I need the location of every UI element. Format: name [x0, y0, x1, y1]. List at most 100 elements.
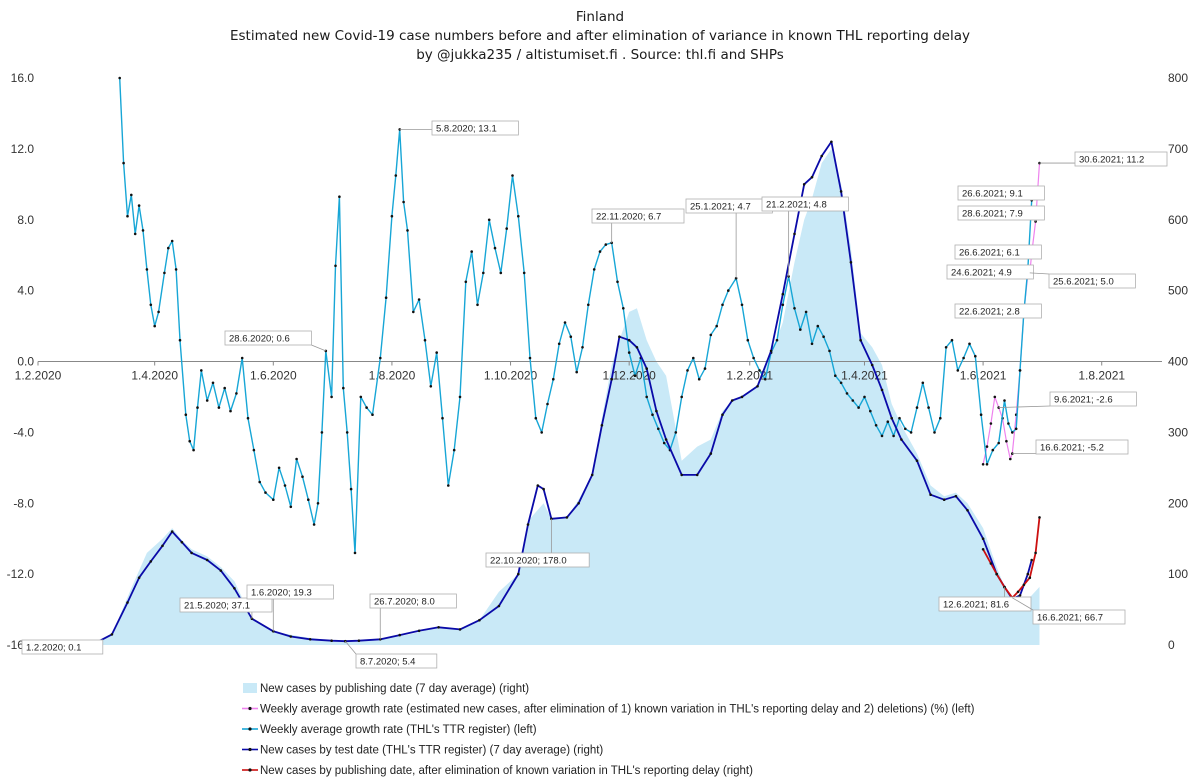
- legend-label: New cases by publishing date (7 day aver…: [260, 683, 529, 695]
- line-test-date-point: [437, 626, 440, 629]
- annotation-label: 21.2.2021; 4.8: [766, 200, 827, 211]
- line-growth-ttr-point: [511, 174, 514, 177]
- line-test-date-point: [810, 175, 814, 179]
- annotations-layer: 1.2.2020; 0.1 21.5.2020; 37.11.6.2020; 19…: [21, 120, 1168, 669]
- line-test-date-point: [839, 190, 843, 193]
- left-tick-label: -12.0: [7, 567, 35, 581]
- line-growth-ttr-point: [345, 431, 349, 434]
- line-growth-ttr-point: [145, 268, 149, 271]
- line-growth-ttr-point: [709, 333, 713, 337]
- line-growth-ttr-point: [799, 328, 802, 331]
- line-growth-ttr-point: [295, 457, 298, 461]
- line-test-date-point: [590, 473, 594, 477]
- line-test-date-point: [1018, 594, 1022, 597]
- line-test-date-point: [577, 502, 580, 505]
- legend-swatch-point: [248, 727, 252, 731]
- annotation-label: 16.6.2021; 66.7: [1037, 613, 1103, 624]
- line-growth-ttr-point: [697, 377, 701, 381]
- line-growth-ttr-point: [398, 128, 402, 131]
- line-test-date-point: [655, 409, 658, 413]
- line-growth-ttr-point: [804, 310, 808, 314]
- line-growth-ttr-point: [196, 406, 199, 409]
- annotation-box: [369, 593, 457, 609]
- right-tick-label: 600: [1168, 213, 1188, 227]
- x-tick-label: 1.2.2020: [15, 369, 62, 383]
- legend-label: New cases by test date (THL's TTR regist…: [260, 745, 603, 757]
- line-growth-ttr-point: [880, 434, 884, 438]
- line-growth-ttr-point: [240, 356, 244, 360]
- line-growth-ttr-point: [188, 439, 191, 443]
- annotation-leader: [311, 344, 326, 352]
- line-growth-ttr-point: [915, 406, 919, 409]
- legend-label: Weekly average growth rate (THL's TTR re…: [260, 724, 537, 736]
- line-growth-ttr-point: [997, 441, 1000, 445]
- line-growth-ttr-point: [371, 413, 374, 417]
- line-test-date-point: [536, 484, 540, 487]
- line-test-date-point: [110, 633, 114, 636]
- line-publishing-adjusted-point: [989, 562, 993, 565]
- annotation-label: 25.6.2021; 5.0: [1053, 277, 1114, 288]
- line-test-date-point: [219, 569, 223, 572]
- line-growth-ttr-point: [390, 214, 394, 218]
- line-test-date-point: [900, 438, 903, 441]
- line-growth-ttr-point: [289, 505, 293, 509]
- line-growth-ttr-point: [174, 268, 178, 271]
- line-growth-ttr-point: [330, 395, 333, 399]
- right-tick-label: 800: [1168, 71, 1188, 85]
- annotation-label: 30.6.2021; 11.2: [1079, 155, 1144, 166]
- line-test-date-point: [680, 473, 683, 477]
- annotation-label: 21.5.2020; 37.1: [184, 601, 250, 612]
- annotation-box: [957, 205, 1045, 221]
- line-test-date-point: [781, 292, 785, 296]
- line-test-date-point: [635, 346, 639, 349]
- annotation-label: 28.6.2021; 7.9: [962, 209, 1023, 220]
- line-growth-ttr-point: [272, 498, 275, 502]
- left-tick-label: 4.0: [17, 284, 34, 298]
- line-test-date-point: [981, 537, 985, 540]
- right-tick-label: 700: [1168, 142, 1188, 156]
- line-growth-ttr-point: [349, 487, 353, 491]
- line-growth-ttr-point: [487, 218, 491, 222]
- legend: New cases by publishing date (7 day aver…: [242, 683, 975, 777]
- line-growth-ttr-point: [133, 232, 137, 236]
- line-growth-ttr-point: [205, 399, 209, 402]
- annotation-label: 16.6.2021; -5.2: [1040, 443, 1104, 454]
- right-tick-label: 200: [1168, 496, 1188, 510]
- line-growth-ttr-point: [692, 356, 695, 360]
- line-test-date-point: [308, 638, 312, 641]
- line-test-date-point: [417, 629, 421, 633]
- line-growth-ttr-point: [417, 298, 421, 301]
- line-test-date-point: [664, 438, 668, 441]
- line-growth-ttr-point: [892, 434, 895, 438]
- line-test-date-point: [756, 385, 759, 388]
- line-publishing-adjusted: [982, 517, 1041, 599]
- line-growth-ttr-point: [476, 303, 479, 307]
- line-test-date-point: [849, 261, 853, 264]
- line-growth-ttr-point: [307, 498, 310, 502]
- line-test-date-point: [137, 576, 141, 579]
- line-growth-ttr-point: [962, 356, 965, 360]
- line-growth-ttr-point: [235, 392, 238, 395]
- line-test-date-point: [170, 530, 174, 533]
- line-test-date-point: [398, 633, 402, 637]
- line-publishing-adjusted-point: [1016, 590, 1020, 594]
- annotation-label: 5.8.2020; 13.1: [436, 124, 497, 135]
- line-growth-ttr-point: [810, 342, 814, 346]
- line-growth-ttr-point: [552, 377, 555, 381]
- x-tick-label: 1.10.2020: [484, 369, 538, 383]
- line-test-date-point: [190, 551, 193, 555]
- line-test-date-point: [478, 618, 481, 622]
- legend-label: Weekly average growth rate (estimated ne…: [260, 704, 975, 716]
- line-growth-ttr-point: [517, 214, 520, 218]
- line-growth-ttr-point: [528, 356, 532, 360]
- line-test-date-point: [954, 494, 958, 498]
- line-growth-estimated-point: [993, 395, 997, 399]
- line-growth-ttr-point: [622, 307, 625, 310]
- line-growth-ttr-point: [126, 214, 129, 218]
- annotation-leader: [1012, 597, 1034, 611]
- line-growth-ttr-point: [968, 342, 971, 346]
- line-growth-ttr-point: [192, 448, 195, 452]
- right-tick-label: 500: [1168, 284, 1188, 298]
- line-growth-ttr-point: [686, 369, 689, 372]
